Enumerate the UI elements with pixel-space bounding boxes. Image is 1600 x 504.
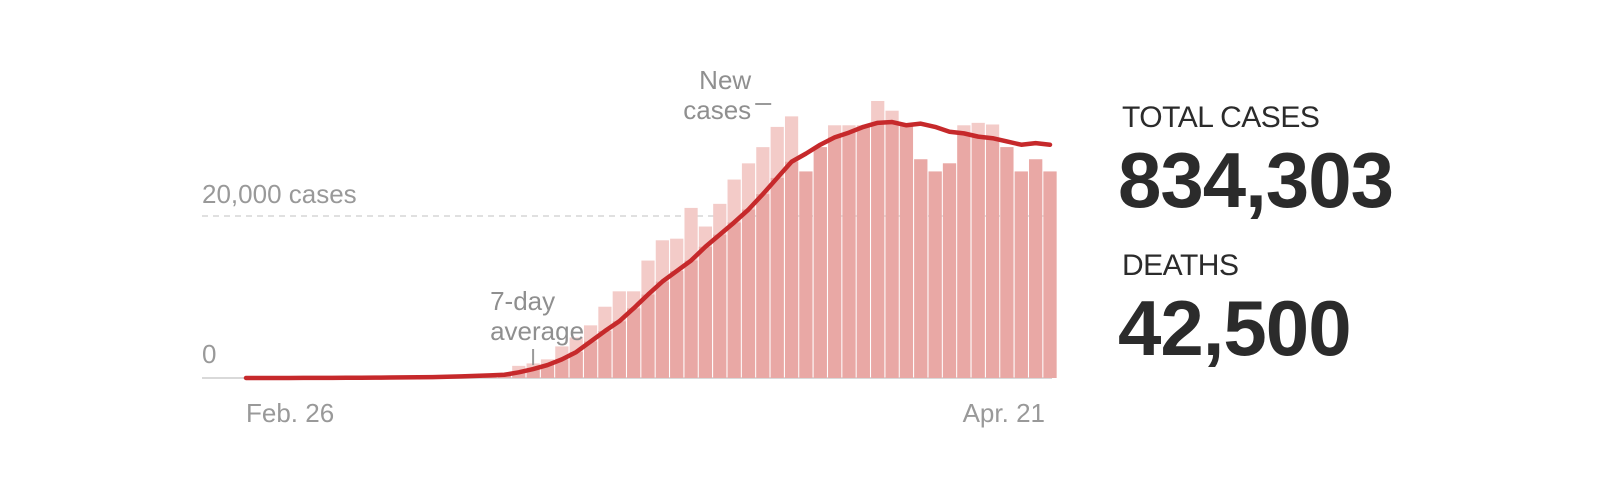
seven-day-average-annotation: 7-day average: [490, 286, 584, 346]
new-cases-bar-under-average: [713, 234, 727, 378]
new-cases-bar-under-average: [842, 132, 856, 378]
new-cases-bar-under-average: [784, 161, 799, 378]
new-cases-bar-under-average: [526, 369, 540, 378]
new-cases-bar-under-average: [770, 177, 784, 378]
new-cases-bar-under-average: [627, 308, 641, 378]
new-cases-annotation: New cases: [683, 65, 751, 125]
new-cases-bar-under-average: [598, 331, 612, 378]
deaths-value: 42,500: [1118, 284, 1352, 372]
new-cases-bar-under-average: [569, 352, 583, 378]
y-tick-0: 0: [202, 339, 216, 369]
new-cases-bar-under-average: [971, 136, 985, 378]
new-cases-bar-under-average: [555, 359, 569, 378]
new-cases-bar-under-average: [885, 122, 899, 378]
new-cases-bar-under-average: [655, 281, 669, 378]
new-cases-bar-under-average: [756, 194, 770, 378]
new-cases-bar-under-average: [727, 222, 741, 378]
cases-chart: 0 20,000 cases Feb. 26 Apr. 21 New cases …: [202, 65, 1057, 428]
new-cases-bars-under-average: [239, 122, 1057, 379]
y-tick-20000: 20,000 cases: [202, 179, 357, 209]
new-cases-bar-under-average: [1014, 171, 1028, 378]
new-cases-bar-under-average: [1029, 159, 1043, 378]
new-cases-bar-under-average: [871, 122, 885, 378]
new-cases-bar-under-average: [741, 209, 756, 378]
total-cases-value: 834,303: [1118, 136, 1394, 224]
new-cases-bar-under-average: [914, 159, 928, 378]
new-cases-bar-under-average: [698, 246, 713, 378]
totals-panel: TOTAL CASES 834,303 DEATHS 42,500: [1118, 100, 1394, 396]
deaths-label: DEATHS: [1122, 249, 1239, 282]
new-cases-bar-under-average: [799, 171, 813, 378]
new-cases-bar-under-average: [957, 133, 971, 378]
new-cases-bar-under-average: [928, 171, 942, 378]
new-cases-bar-under-average: [942, 163, 957, 378]
x-tick-end: Apr. 21: [963, 398, 1045, 428]
x-tick-start: Feb. 26: [246, 398, 334, 428]
new-cases-bar-under-average: [512, 372, 526, 378]
new-cases-bar-under-average: [583, 341, 598, 378]
total-cases-label: TOTAL CASES: [1122, 101, 1320, 134]
new-cases-bar-under-average: [985, 138, 1000, 378]
seven-day-average-line: [243, 119, 1053, 381]
new-cases-bar-under-average: [670, 271, 684, 378]
new-cases-bar-under-average: [856, 126, 870, 379]
new-cases-bar-under-average: [641, 294, 655, 378]
new-cases-bar-under-average: [1000, 147, 1014, 378]
new-cases-bar-under-average: [684, 260, 698, 378]
new-cases-bar-under-average: [828, 137, 842, 378]
new-cases-bar-under-average: [1043, 171, 1057, 378]
new-cases-bar-under-average: [813, 147, 827, 378]
new-cases-bar-under-average: [612, 321, 626, 378]
new-cases-bar-under-average: [899, 125, 914, 378]
